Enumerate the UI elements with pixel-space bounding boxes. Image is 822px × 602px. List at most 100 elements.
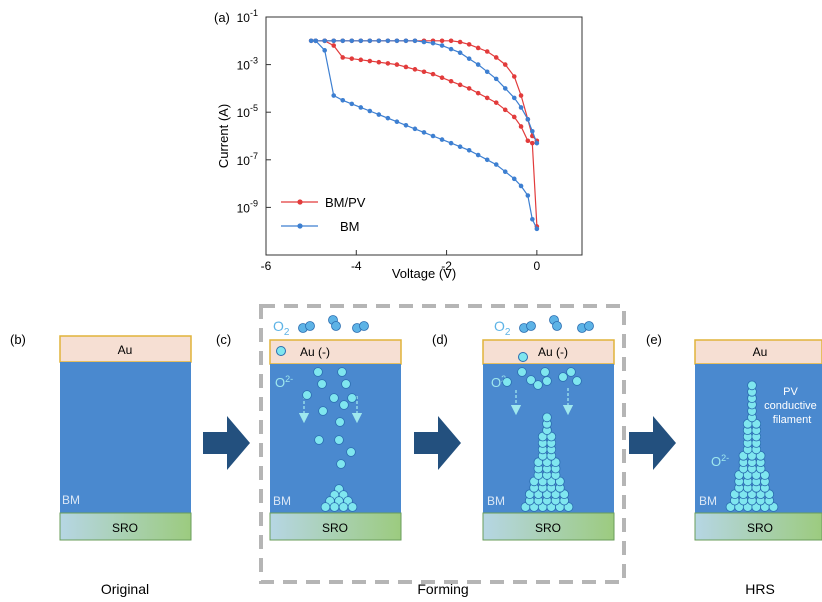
data-point	[530, 217, 535, 222]
oxygen-ion-icon	[320, 502, 331, 512]
sro-label: SRO	[747, 521, 773, 535]
data-point	[349, 56, 355, 61]
oxygen-ion-icon	[317, 379, 327, 389]
chart-series	[308, 38, 540, 232]
bm-label: BM	[699, 494, 717, 508]
data-point	[412, 67, 418, 72]
au-electrode	[269, 339, 402, 365]
data-point	[340, 38, 346, 44]
data-point	[466, 56, 472, 61]
data-point	[484, 49, 490, 54]
oxygen-ion-label: O2-	[275, 374, 293, 390]
data-point	[493, 100, 499, 105]
oxygen-ion-icon	[517, 367, 527, 377]
bm-label: BM	[62, 493, 80, 507]
y-axis-label: Current (A)	[216, 104, 231, 168]
y-tick-label: 10-1	[237, 8, 258, 25]
caption-forming: Forming	[417, 581, 468, 597]
bm-label: BM	[487, 494, 505, 508]
oxygen-ion-icon	[318, 406, 328, 416]
x-axis-ticks: -6 -4 -2 0	[261, 250, 541, 273]
data-point	[534, 226, 540, 232]
data-point	[430, 40, 436, 46]
data-point	[502, 62, 508, 67]
sro-electrode	[694, 512, 822, 541]
caption-hrs: HRS	[745, 581, 775, 597]
o2-molecule-icon	[549, 315, 562, 331]
data-point	[448, 140, 454, 146]
data-point	[331, 38, 337, 44]
o2-molecule-icon	[577, 321, 594, 333]
data-point	[448, 38, 454, 44]
data-point	[403, 38, 409, 44]
sro-electrode	[482, 512, 615, 541]
data-point	[493, 162, 499, 167]
ion-charge: 2-	[721, 453, 729, 463]
device-forming-2: O2 Au (-) O2- BM SRO	[482, 318, 615, 541]
sro-label: SRO	[112, 521, 138, 535]
legend-marker	[297, 223, 303, 229]
data-point	[394, 38, 400, 44]
device-original: Au BM SRO	[59, 335, 192, 541]
bm-layer	[60, 362, 191, 513]
oxygen-ion-icon	[329, 502, 340, 512]
oxygen-ion-label: O2-	[711, 453, 729, 469]
oxygen-ion-icon	[338, 502, 349, 512]
oxygen-ions	[302, 367, 358, 512]
data-point	[525, 117, 531, 122]
oxygen-ions	[502, 367, 582, 512]
data-point	[525, 193, 531, 198]
ion-base: O	[491, 375, 501, 390]
ion-charge: 2-	[285, 374, 293, 384]
data-point	[518, 105, 524, 110]
data-point	[525, 138, 531, 144]
data-point	[394, 119, 400, 125]
data-point	[493, 55, 499, 60]
panel-label-a: (a)	[214, 10, 230, 25]
legend-marker	[297, 199, 303, 205]
x-tick-label: -6	[261, 259, 272, 273]
data-point	[439, 38, 445, 44]
data-point	[511, 74, 517, 79]
subscript: 2	[505, 327, 511, 338]
data-point	[439, 43, 445, 48]
step-arrow-icon	[414, 416, 461, 470]
data-point	[518, 93, 524, 98]
data-point	[403, 64, 409, 70]
data-point	[349, 101, 355, 107]
mechanism-diagram: (b) (c) (d) (e) Au BM SRO O2 Au (-) O2- …	[10, 304, 822, 597]
o2-molecule-icon	[352, 321, 369, 333]
caption-original: Original	[101, 581, 149, 597]
data-point	[385, 38, 391, 44]
data-point	[439, 137, 445, 142]
panel-label-e: (e)	[646, 332, 662, 347]
data-point	[511, 176, 517, 182]
y-tick-label: 10-9	[237, 198, 258, 215]
o2-molecule-icon	[298, 321, 315, 333]
data-point	[502, 86, 508, 91]
device-hrs: Au O2- BM SRO PV conductive filament	[694, 339, 822, 541]
data-point	[367, 58, 373, 64]
oxygen-ion-icon	[339, 400, 349, 410]
data-point	[376, 38, 382, 44]
iv-chart: (a) -6 -4 -2 0 10-1 10-3 10-5 10-7 10-9 Voltage…	[214, 8, 583, 281]
au-electrode	[482, 339, 615, 365]
step-arrow-icon	[203, 416, 250, 470]
data-point	[322, 48, 327, 53]
o2-molecule-icon	[519, 321, 536, 333]
o2-gas-label: O2	[273, 318, 290, 338]
ion-base: O	[275, 375, 285, 390]
oxygen-ion-icon	[337, 367, 347, 377]
data-point	[502, 107, 508, 113]
oxygen-ions	[725, 380, 779, 512]
data-point	[457, 144, 463, 150]
data-point	[308, 38, 314, 44]
data-point	[457, 50, 463, 55]
ion-base: O	[711, 454, 721, 469]
data-point	[358, 57, 364, 63]
oxygen-ion-icon	[542, 376, 552, 386]
data-point	[385, 115, 391, 121]
data-point	[340, 98, 346, 103]
data-point	[430, 71, 436, 77]
data-point	[421, 39, 427, 45]
